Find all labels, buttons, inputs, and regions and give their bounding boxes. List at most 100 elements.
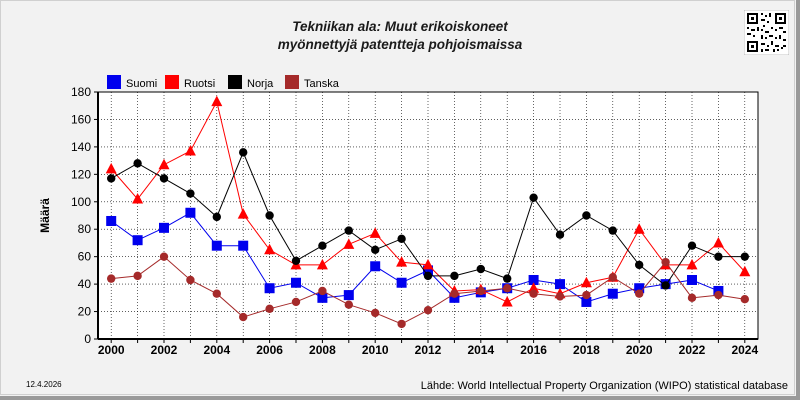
legend-label-ruotsi: Ruotsi: [184, 78, 215, 90]
point-suomi: [687, 274, 697, 285]
point-ruotsi: [580, 276, 592, 288]
y-tick-label: 180: [71, 85, 91, 99]
point-norja: [635, 260, 644, 270]
point-norja: [344, 226, 353, 235]
chart-title-line1: Tekniikan ala: Muut erikoiskoneet: [292, 19, 508, 34]
point-tanska: [582, 290, 591, 300]
x-tick-label: 2008: [309, 343, 336, 357]
y-tick-label: 60: [78, 250, 92, 264]
point-ruotsi: [264, 243, 276, 255]
y-tick-label: 140: [71, 140, 91, 154]
point-ruotsi: [739, 265, 751, 277]
point-tanska: [371, 308, 380, 318]
point-norja: [740, 252, 749, 261]
x-tick-label: 2000: [98, 343, 125, 357]
point-tanska: [107, 274, 116, 283]
y-tick-label: 80: [78, 222, 92, 236]
point-suomi: [634, 283, 645, 294]
y-tick-label: 0: [84, 332, 91, 346]
point-ruotsi: [132, 193, 144, 204]
point-suomi: [370, 261, 381, 272]
point-norja: [186, 189, 195, 198]
point-ruotsi: [712, 236, 724, 248]
point-norja: [107, 174, 116, 183]
x-tick-label: 2004: [203, 343, 230, 357]
point-suomi: [211, 240, 222, 251]
point-ruotsi: [316, 258, 328, 270]
legend-label-tanska: Tanska: [304, 78, 340, 90]
point-suomi: [185, 207, 196, 218]
point-tanska: [714, 290, 723, 300]
point-norja: [555, 230, 565, 239]
point-ruotsi: [369, 227, 381, 238]
x-tick-label: 2020: [626, 343, 653, 357]
x-tick-label: 2012: [415, 343, 442, 357]
point-ruotsi: [158, 158, 170, 170]
point-tanska: [608, 273, 617, 282]
legend-swatch-suomi: [107, 75, 121, 89]
legend-label-suomi: Suomi: [126, 78, 157, 90]
x-tick-label: 2022: [679, 343, 706, 357]
point-norja: [371, 245, 380, 255]
point-norja: [239, 148, 248, 157]
point-norja: [608, 226, 617, 235]
chart-title-line2: myönnettyjä patentteja pohjoismaissa: [277, 37, 523, 52]
point-norja: [291, 256, 301, 265]
date-stamp: 12.4.2026: [26, 380, 62, 389]
point-suomi: [291, 277, 301, 288]
point-norja: [397, 234, 406, 244]
point-suomi: [555, 279, 565, 290]
point-suomi: [343, 290, 354, 301]
point-suomi: [317, 292, 328, 303]
y-tick-label: 20: [78, 305, 92, 319]
point-ruotsi: [528, 282, 540, 293]
point-norja: [212, 212, 221, 222]
point-tanska: [318, 286, 327, 296]
point-tanska: [397, 319, 406, 329]
y-tick-label: 40: [78, 277, 92, 291]
y-tick-label: 120: [71, 167, 91, 181]
point-ruotsi: [686, 258, 698, 270]
point-tanska: [212, 289, 221, 298]
x-tick-label: 2010: [362, 343, 389, 357]
point-norja: [529, 193, 538, 202]
point-tanska: [503, 284, 512, 293]
y-tick-label: 160: [71, 112, 91, 126]
point-norja: [423, 271, 433, 281]
point-suomi: [264, 283, 275, 294]
point-norja: [582, 211, 591, 220]
point-suomi: [581, 296, 592, 307]
point-suomi: [159, 222, 169, 233]
point-norja: [159, 174, 169, 183]
point-tanska: [344, 300, 353, 309]
legend-swatch-tanska: [285, 75, 299, 89]
point-tanska: [186, 275, 195, 285]
point-norja: [476, 264, 485, 274]
x-tick-label: 2024: [731, 343, 758, 357]
point-tanska: [529, 289, 538, 298]
point-suomi: [528, 274, 539, 285]
point-suomi: [238, 240, 249, 251]
point-ruotsi: [105, 162, 117, 174]
qr-code-icon: [744, 10, 789, 55]
point-suomi: [132, 235, 143, 246]
point-tanska: [291, 297, 301, 307]
point-tanska: [687, 293, 697, 303]
point-tanska: [555, 292, 565, 301]
x-tick-label: 2014: [467, 343, 494, 357]
point-ruotsi: [184, 145, 196, 156]
source-note: Lähde: World Intellectual Property Organ…: [420, 380, 788, 392]
point-norja: [687, 241, 697, 250]
point-ruotsi: [396, 256, 408, 267]
x-tick-label: 2006: [256, 343, 283, 357]
legend-swatch-ruotsi: [165, 75, 179, 89]
point-ruotsi: [501, 295, 513, 307]
point-norja: [450, 271, 459, 281]
point-norja: [661, 281, 670, 290]
point-norja: [714, 252, 723, 261]
point-tanska: [661, 257, 670, 267]
point-norja: [133, 159, 142, 168]
point-tanska: [239, 312, 248, 322]
point-tanska: [423, 305, 433, 315]
